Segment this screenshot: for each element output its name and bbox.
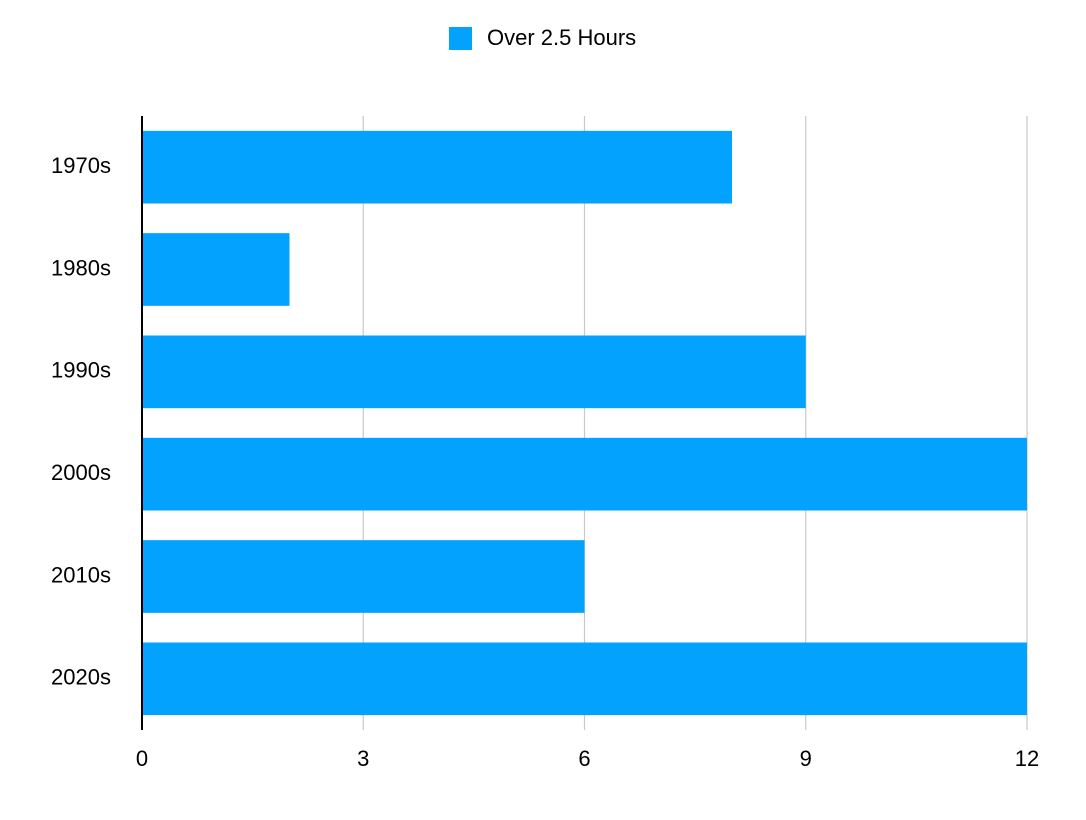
- y-tick-label: 1990s: [51, 358, 111, 383]
- legend-swatch: [449, 27, 472, 50]
- y-tick-label: 1980s: [51, 255, 111, 280]
- legend-label: Over 2.5 Hours: [487, 25, 636, 50]
- bar: [142, 130, 732, 204]
- y-tick-label: 2020s: [51, 665, 111, 690]
- bar: [142, 335, 806, 409]
- x-tick-label: 9: [800, 746, 812, 771]
- x-tick-label: 0: [136, 746, 148, 771]
- x-tick-label: 12: [1015, 746, 1039, 771]
- y-tick-label: 1970s: [51, 153, 111, 178]
- bar: [142, 437, 1027, 511]
- bar: [142, 540, 585, 613]
- y-tick-label: 2000s: [51, 460, 111, 485]
- x-tick-label: 6: [578, 746, 590, 771]
- bar: [142, 642, 1027, 716]
- x-tick-label: 3: [357, 746, 369, 771]
- bar: [142, 233, 290, 306]
- y-tick-label: 2010s: [51, 562, 111, 587]
